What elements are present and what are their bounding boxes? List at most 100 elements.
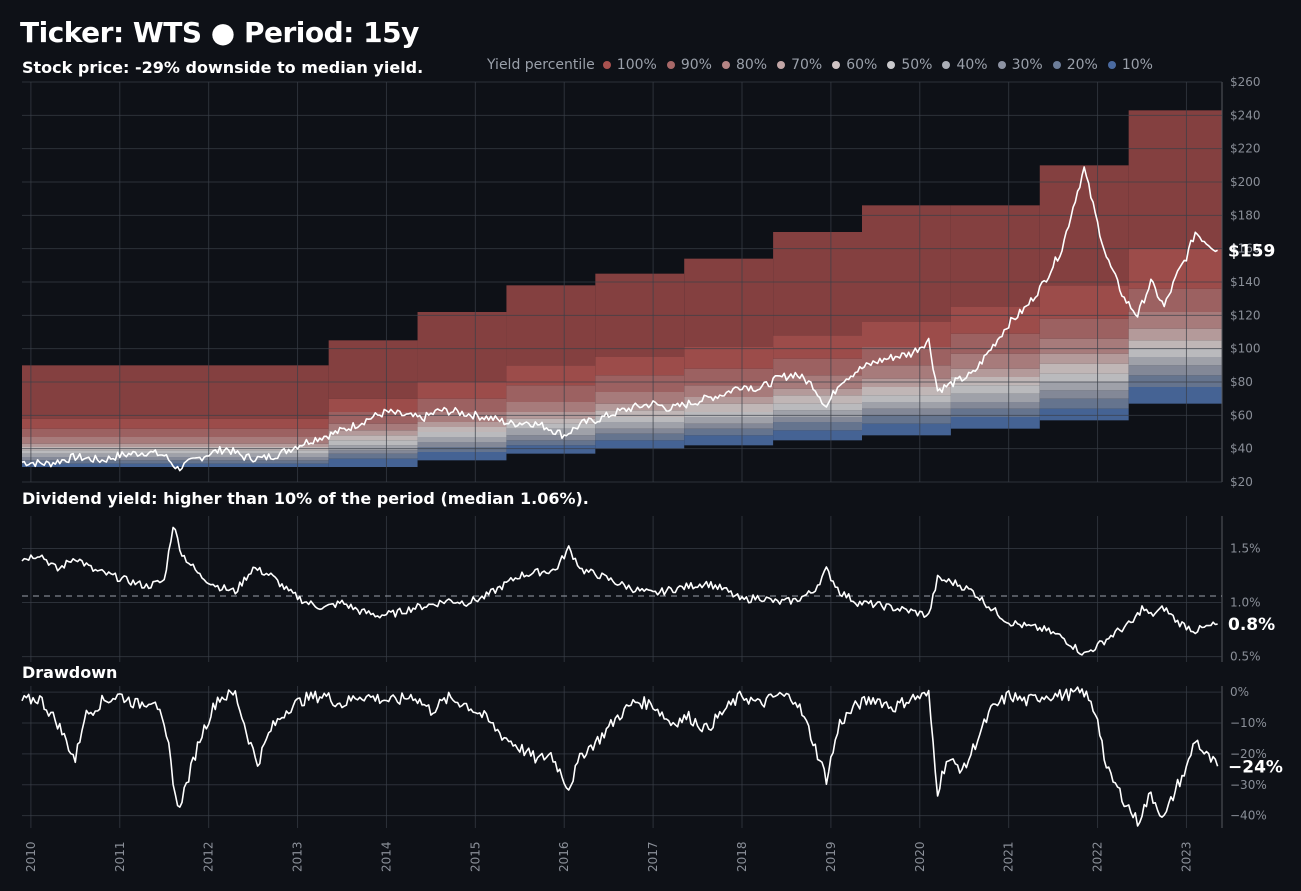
drawdown-tick-label: −40% [1230, 809, 1267, 823]
percentile-band [328, 435, 418, 441]
drawdown-line [21, 686, 1219, 827]
percentile-band [684, 428, 774, 436]
percentile-band [506, 402, 596, 412]
drawdown-tick-label: 0% [1230, 685, 1249, 699]
yield-tick-label: 1.0% [1230, 596, 1261, 610]
percentile-band [1039, 165, 1129, 286]
price-tick-label: $60 [1230, 408, 1253, 422]
legend-label: 100% [616, 57, 657, 73]
percentile-band [417, 382, 507, 399]
percentile-band [328, 450, 418, 454]
percentile-band [595, 357, 685, 376]
legend-dot-icon [777, 61, 786, 69]
percentile-band [1128, 375, 1222, 387]
percentile-band [417, 432, 507, 437]
percentile-band [773, 422, 862, 431]
year-tick-label: 2012 [202, 841, 216, 872]
legend-label: 10% [1121, 57, 1153, 73]
percentile-band [1039, 390, 1129, 399]
percentile-band [684, 417, 774, 424]
percentile-band [328, 398, 418, 412]
percentile-band [862, 415, 951, 424]
percentile-band [950, 417, 1040, 429]
legend-item: 20% [1052, 57, 1098, 73]
yield-line [21, 526, 1218, 656]
percentile-band [950, 402, 1040, 409]
legend-item: 30% [997, 57, 1043, 73]
percentile-band [950, 368, 1040, 377]
legend-label: 80% [735, 57, 768, 73]
legend-dot-icon [832, 61, 841, 69]
percentile-band [1039, 363, 1129, 374]
percentile-band [22, 365, 329, 419]
price-tick-label: $180 [1230, 208, 1261, 222]
price-tick-label: $120 [1230, 308, 1261, 322]
percentile-band [22, 428, 329, 437]
percentile-band [1128, 328, 1222, 341]
percentile-band [684, 397, 774, 404]
drawdown-tick-label: −30% [1230, 778, 1267, 792]
legend-item: 90% [666, 57, 712, 73]
year-tick-label: 2010 [24, 841, 38, 872]
percentile-band [684, 412, 774, 417]
percentile-band [595, 422, 685, 429]
price-last-label: $159 [1228, 241, 1275, 261]
percentile-band [1039, 373, 1129, 382]
percentile-band [22, 457, 329, 461]
percentile-band [595, 428, 685, 434]
price-line [21, 166, 1218, 472]
percentile-band [22, 463, 329, 467]
price-tick-label: $220 [1230, 142, 1261, 156]
percentile-band [684, 403, 774, 412]
percentile-band [950, 408, 1040, 417]
legend-item: 100% [602, 57, 657, 73]
percentile-band [684, 435, 774, 446]
percentile-band [862, 205, 951, 322]
legend-label: 50% [901, 57, 933, 73]
percentile-band [684, 368, 774, 386]
percentile-band [1128, 357, 1222, 366]
price-tick-label: $20 [1230, 475, 1253, 489]
percentile-band [506, 440, 596, 446]
percentile-band [506, 423, 596, 429]
percentile-band [506, 385, 596, 402]
legend-dot-icon [1052, 61, 1061, 69]
percentile-band [328, 458, 418, 467]
percentile-band [506, 365, 596, 386]
legend-item: 50% [887, 57, 932, 73]
percentile-band [328, 423, 418, 431]
percentile-band [328, 412, 418, 424]
percentile-band [417, 312, 507, 382]
legend-item: 40% [942, 57, 988, 73]
percentile-band [1128, 387, 1222, 404]
percentile-band [862, 395, 951, 402]
percentile-band [862, 423, 951, 436]
drawdown-tick-label: −20% [1230, 747, 1267, 761]
yield-last-label: 0.8% [1228, 615, 1275, 635]
percentile-band [773, 388, 862, 396]
year-tick-label: 2017 [646, 841, 660, 872]
percentile-band [22, 460, 329, 464]
price-tick-label: $40 [1230, 442, 1253, 456]
percentile-band [1128, 348, 1222, 357]
price-tick-label: $240 [1230, 108, 1261, 122]
percentile-band [1128, 288, 1222, 312]
price-tick-label: $160 [1230, 242, 1261, 256]
percentile-band [1128, 248, 1222, 289]
percentile-band [773, 403, 862, 411]
percentile-band [862, 365, 951, 379]
percentile-band [506, 435, 596, 441]
legend-item: 60% [832, 57, 877, 73]
year-tick-label: 2023 [1179, 841, 1193, 872]
percentile-band [773, 335, 862, 359]
legend-title: Yield percentile [487, 57, 595, 73]
percentile-band [862, 408, 951, 416]
percentile-band [1128, 365, 1222, 376]
drawdown-panel-title: Drawdown [22, 663, 118, 682]
percentile-band [950, 307, 1040, 334]
legend-label: 60% [846, 57, 878, 73]
percentile-band [1128, 110, 1222, 249]
percentile-band [1128, 312, 1222, 329]
percentile-band [684, 423, 774, 429]
percentile-band [684, 258, 774, 347]
